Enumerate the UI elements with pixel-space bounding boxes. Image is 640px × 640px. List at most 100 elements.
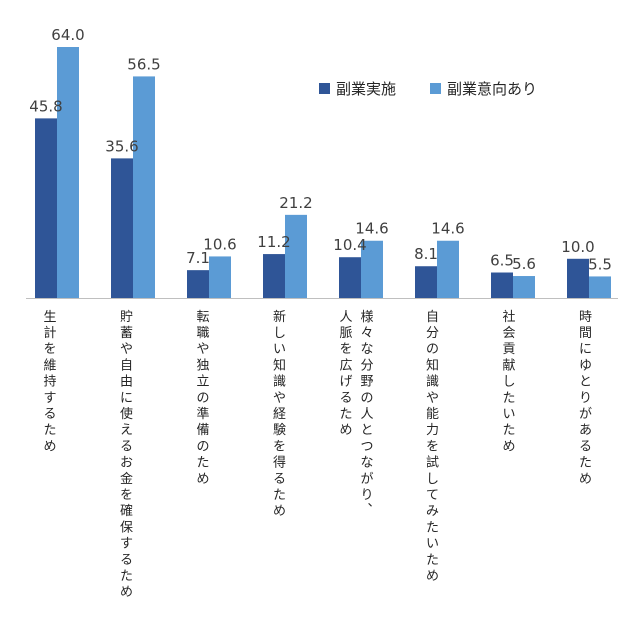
svg-text:が: が	[579, 407, 592, 422]
svg-text:持: 持	[43, 375, 56, 390]
svg-text:自: 自	[426, 310, 439, 325]
legend-swatch-series-1	[319, 83, 330, 94]
bar-series-1-cat-7	[491, 272, 513, 298]
svg-text:や: や	[426, 391, 439, 406]
svg-text:の: の	[360, 391, 373, 406]
svg-text:金: 金	[120, 471, 133, 487]
svg-text:お: お	[120, 456, 133, 471]
svg-text:得: 得	[273, 455, 286, 471]
bar-series-1-cat-5	[339, 257, 361, 298]
svg-text:会: 会	[502, 326, 515, 341]
data-label-series-1-cat-8: 10.0	[561, 238, 594, 256]
svg-text:使: 使	[120, 406, 133, 422]
bar-series-2-cat-1	[57, 47, 79, 298]
bar-series-1-cat-4	[263, 254, 285, 298]
data-label-series-2-cat-5: 14.6	[355, 220, 388, 238]
data-label-series-1-cat-1: 45.8	[29, 97, 62, 115]
svg-text:や: や	[120, 342, 133, 357]
bar-series-2-cat-6	[437, 240, 459, 298]
svg-text:試: 試	[426, 455, 439, 471]
svg-text:献: 献	[502, 358, 515, 373]
data-label-series-2-cat-8: 5.5	[588, 255, 612, 273]
data-label-series-1-cat-4: 11.2	[257, 233, 290, 251]
svg-text:と: と	[579, 375, 592, 390]
bar-series-1-cat-3	[187, 270, 209, 298]
svg-text:め: め	[426, 569, 439, 584]
svg-text:識: 識	[273, 375, 286, 390]
svg-text:生: 生	[43, 310, 56, 325]
svg-text:自: 自	[120, 358, 133, 373]
svg-text:や: や	[196, 342, 209, 357]
svg-text:み: み	[426, 504, 439, 519]
svg-text:り: り	[579, 391, 592, 406]
svg-text:す: す	[43, 391, 56, 406]
svg-text:職: 職	[196, 326, 209, 341]
bar-series-1-cat-8	[567, 258, 589, 298]
data-label-series-2-cat-7: 5.6	[512, 255, 536, 273]
data-label-series-2-cat-2: 56.5	[127, 55, 160, 73]
svg-text:転: 転	[196, 310, 209, 325]
svg-text:た: た	[502, 391, 515, 406]
svg-text:保: 保	[120, 520, 133, 535]
svg-text:の: の	[196, 391, 209, 406]
category-labels-group: 生計を維持するため貯蓄や自由に使えるお金を確保するため転職や独立の準備のため新し…	[43, 309, 592, 600]
svg-text:め: め	[339, 423, 352, 438]
svg-text:ゆ: ゆ	[579, 358, 592, 373]
svg-text:る: る	[120, 439, 133, 454]
svg-text:あ: あ	[579, 423, 592, 438]
data-label-series-2-cat-1: 64.0	[51, 26, 84, 44]
svg-text:経: 経	[273, 407, 286, 422]
svg-text:め: め	[43, 439, 56, 454]
svg-text:新: 新	[273, 309, 286, 325]
data-label-series-1-cat-6: 8.1	[414, 245, 438, 263]
svg-text:い: い	[502, 407, 515, 422]
svg-text:つ: つ	[360, 439, 373, 454]
svg-text:い: い	[273, 342, 286, 357]
svg-text:由: 由	[120, 375, 133, 390]
svg-text:げ: げ	[339, 375, 352, 390]
svg-text:る: る	[120, 553, 133, 568]
svg-text:た: た	[273, 488, 286, 503]
svg-text:る: る	[339, 391, 352, 406]
svg-text:の: の	[196, 439, 209, 454]
legend: 副業実施 副業意向あり	[319, 80, 537, 98]
svg-text:を: を	[339, 342, 352, 357]
data-label-series-1-cat-2: 35.6	[105, 137, 138, 155]
svg-text:間: 間	[579, 326, 592, 341]
svg-text:蓄: 蓄	[120, 326, 133, 341]
svg-text:様: 様	[360, 310, 373, 325]
svg-text:を: を	[273, 439, 286, 454]
legend-label-series-2: 副業意向あり	[447, 80, 537, 98]
svg-text:し: し	[502, 375, 515, 390]
svg-text:た: た	[502, 423, 515, 438]
svg-text:貢: 貢	[502, 342, 515, 357]
svg-text:を: を	[43, 342, 56, 357]
svg-text:能: 能	[426, 407, 439, 422]
svg-text:人: 人	[360, 407, 373, 422]
svg-text:え: え	[120, 423, 133, 438]
svg-text:め: め	[273, 504, 286, 519]
svg-text:た: た	[579, 456, 592, 471]
bars-group	[35, 47, 611, 298]
svg-text:め: め	[502, 439, 515, 454]
svg-text:力: 力	[426, 423, 439, 438]
svg-text:野: 野	[360, 375, 373, 390]
svg-text:、: 、	[367, 495, 380, 510]
svg-text:し: し	[426, 472, 439, 487]
svg-text:広: 広	[339, 358, 352, 373]
svg-text:人: 人	[339, 310, 352, 325]
data-label-series-2-cat-3: 10.6	[203, 235, 236, 253]
svg-text:や: や	[273, 391, 286, 406]
svg-text:め: め	[579, 472, 592, 487]
svg-text:た: た	[196, 456, 209, 471]
svg-text:脈: 脈	[339, 326, 352, 341]
legend-swatch-series-2	[430, 83, 441, 94]
